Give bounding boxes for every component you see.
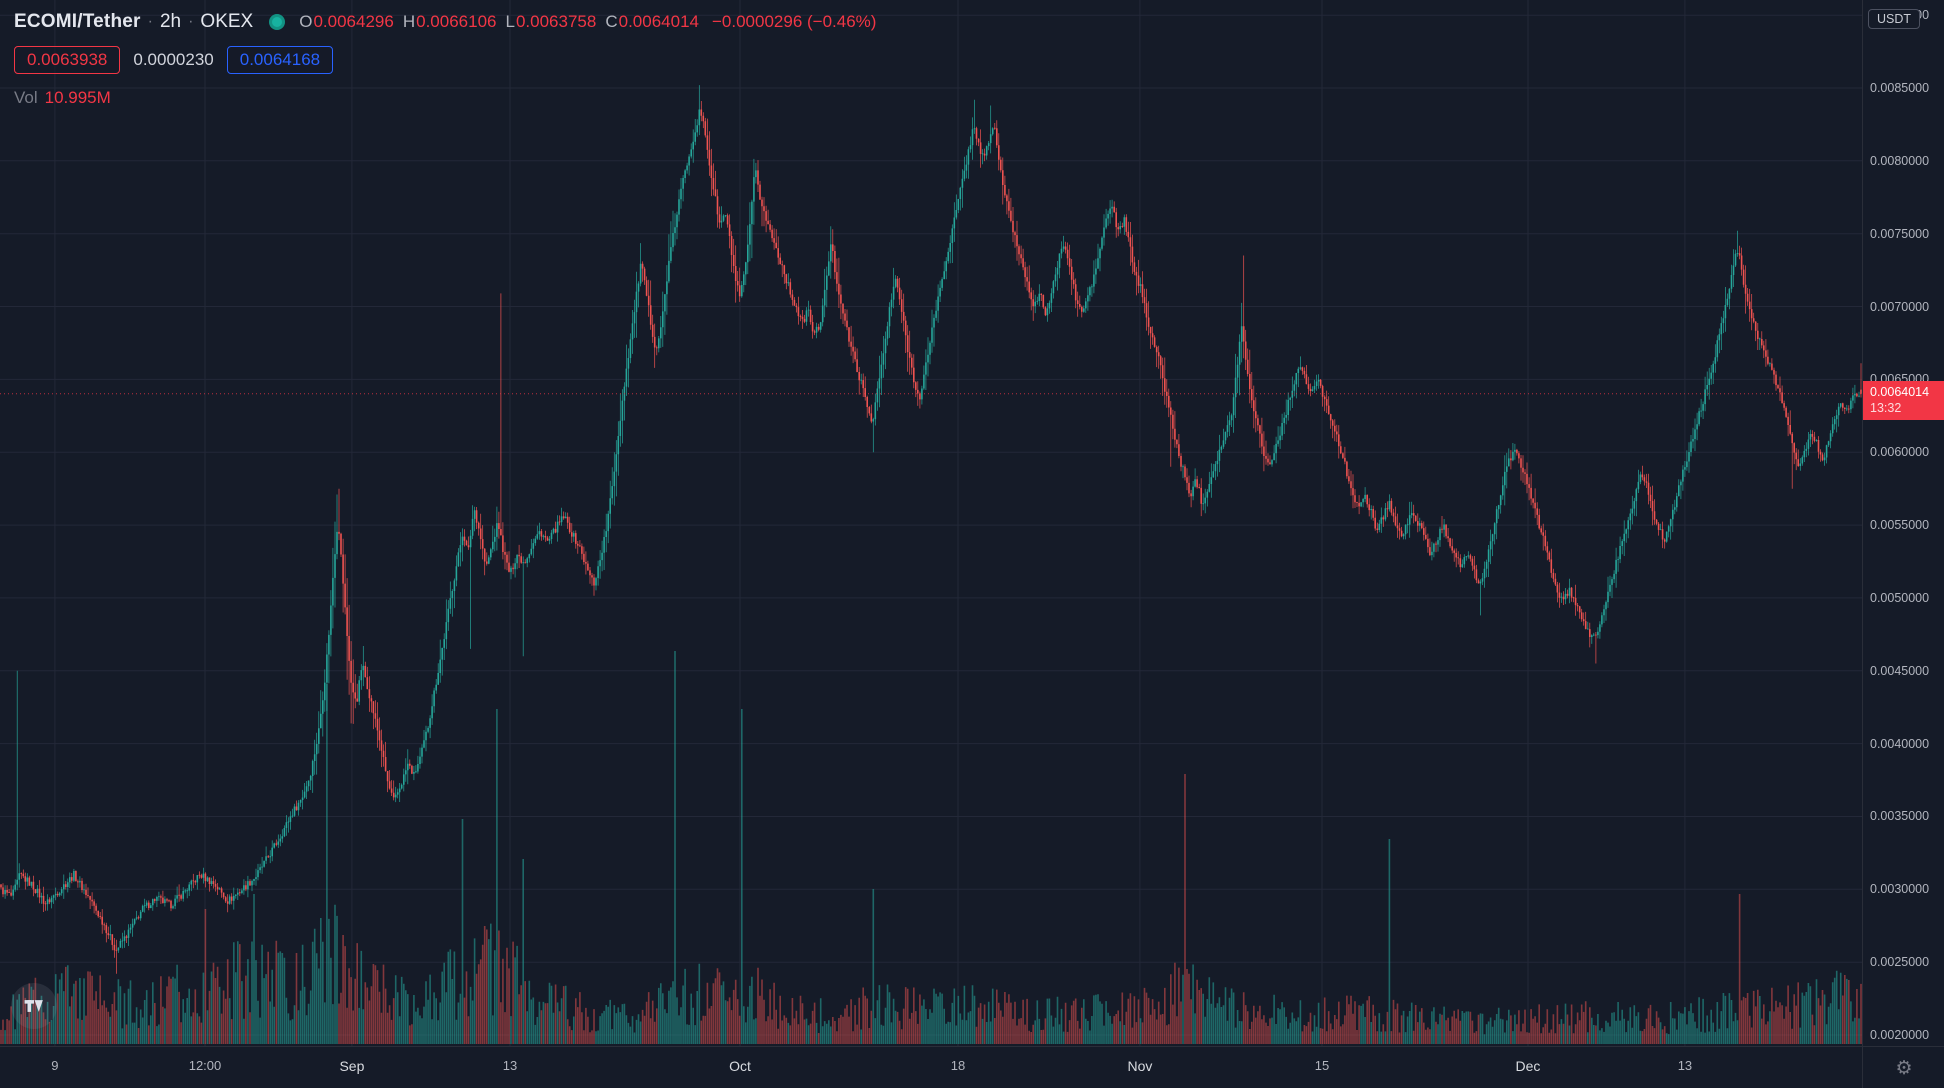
time-tick-label: 18	[950, 1058, 966, 1073]
candle-bodies-down	[0, 109, 1862, 951]
symbol-title[interactable]: ECOMI/Tether	[14, 11, 141, 32]
sell-bid-button[interactable]: 0.0063938	[14, 46, 121, 74]
candle-bodies-up	[4, 109, 1860, 951]
ohlc-values: O0.0064296 H0.0066106 L0.0063758 C0.0064…	[299, 12, 876, 32]
interval-button[interactable]: 2h	[159, 11, 182, 32]
price-axis[interactable]: USDT 0.0064014 13:32 0.00900000.00850000…	[1862, 0, 1944, 1046]
buy-ask-button[interactable]: 0.0064168	[226, 46, 334, 74]
candle-wicks-up	[4, 85, 1860, 953]
price-tick-label: 0.0040000	[1870, 736, 1930, 751]
chart-canvas[interactable]	[0, 0, 1862, 1046]
time-tick-label: 12:00	[188, 1058, 222, 1073]
volume-row: Vol 10.995M	[14, 88, 876, 108]
price-tick-label: 0.0030000	[1870, 882, 1930, 897]
separator-dot: ·	[188, 13, 194, 30]
tradingview-logo-icon	[24, 1000, 43, 1012]
time-tick-label: 13	[502, 1058, 518, 1073]
open-value: 0.0064296	[313, 12, 394, 31]
bid-ask-row: 0.0063938 0.0000230 0.0064168	[14, 45, 876, 75]
spread-value: 0.0000230	[133, 50, 214, 69]
bar-countdown: 13:32	[1870, 400, 1902, 415]
high-label: H	[402, 12, 416, 31]
exchange-label[interactable]: OKEX	[200, 11, 254, 32]
symbol-title-row: ECOMI/Tether · 2h · OKEX O0.0064296 H0.0…	[14, 8, 876, 36]
price-tick-label: 0.0035000	[1870, 809, 1930, 824]
low-label: L	[505, 12, 515, 31]
time-tick-label: 9	[51, 1058, 59, 1073]
time-tick-label: Nov	[1127, 1058, 1153, 1074]
price-tick-label: 0.0075000	[1870, 226, 1930, 241]
price-tick-label: 0.0020000	[1870, 1028, 1930, 1042]
exchange-status-icon	[269, 14, 286, 30]
close-label: C	[605, 12, 618, 31]
last-price-value: 0.0064014	[1870, 384, 1930, 399]
time-tick-label: 13	[1677, 1058, 1693, 1073]
time-tick-label: Dec	[1515, 1058, 1541, 1074]
tradingview-logo[interactable]	[11, 983, 57, 1029]
price-tick-label: 0.0085000	[1870, 81, 1930, 95]
volume-label: Vol	[14, 88, 38, 107]
price-tick-label: 0.0050000	[1870, 590, 1930, 605]
volume-bars-down	[0, 774, 1862, 1044]
change-value: −0.0000296 (−0.46%)	[712, 12, 877, 31]
time-tick-label: 15	[1314, 1058, 1330, 1073]
legend: ECOMI/Tether · 2h · OKEX O0.0064296 H0.0…	[14, 8, 876, 108]
price-tick-label: 0.0070000	[1870, 299, 1930, 314]
currency-unit-button[interactable]: USDT	[1868, 9, 1921, 29]
settings-gear-icon[interactable]: ⚙	[1895, 1057, 1913, 1079]
price-chart-pane[interactable]: ECOMI/Tether · 2h · OKEX O0.0064296 H0.0…	[0, 0, 1862, 1046]
low-value: 0.0063758	[515, 12, 597, 31]
time-axis[interactable]: 9 12:00 Sep 13 Oct 18 Nov 15 Dec 13	[0, 1046, 1862, 1088]
close-value: 0.0064014	[618, 12, 699, 31]
price-tick-label: 0.0055000	[1870, 518, 1930, 533]
open-label: O	[299, 12, 313, 31]
price-tick-label: 0.0080000	[1870, 153, 1930, 168]
volume-bars-up	[4, 651, 1860, 1044]
axis-settings-corner: ⚙	[1862, 1046, 1944, 1088]
time-tick-label: Oct	[729, 1058, 751, 1074]
time-tick-label: Sep	[339, 1058, 365, 1074]
separator-dot: ·	[147, 13, 153, 30]
price-tick-label: 0.0045000	[1870, 663, 1930, 678]
gridlines	[0, 0, 1862, 1046]
volume-value: 10.995M	[44, 88, 111, 107]
price-tick-label: 0.0060000	[1870, 445, 1930, 460]
last-price-tag: 0.0064014 13:32	[1863, 380, 1944, 420]
high-value: 0.0066106	[416, 12, 497, 31]
price-tick-label: 0.0025000	[1870, 955, 1930, 970]
